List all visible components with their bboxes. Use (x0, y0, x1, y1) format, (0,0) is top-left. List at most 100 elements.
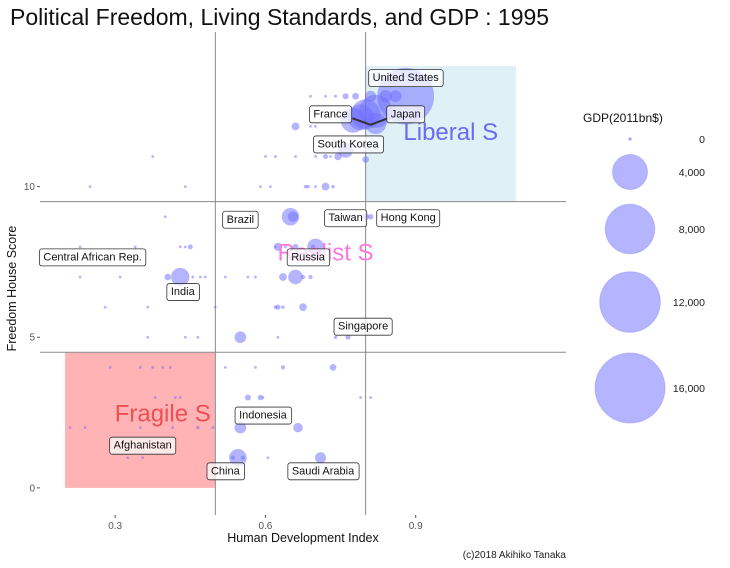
label-box (234, 406, 293, 425)
label-box (166, 283, 200, 301)
data-point (78, 275, 82, 279)
legend-label: 0 (699, 134, 705, 146)
legend-circle (594, 352, 666, 424)
country-label-france: France (309, 105, 353, 124)
data-point (133, 245, 137, 249)
data-point (294, 155, 297, 158)
label-text: France (313, 108, 347, 120)
y-tick-label: 0 (29, 483, 35, 494)
data-point (273, 305, 278, 309)
data-point (198, 275, 202, 279)
data-point (230, 455, 236, 460)
label-box (287, 462, 360, 481)
axes: 0.3 0.6 0.9 0 5 10 (24, 182, 423, 532)
data-point (389, 90, 402, 103)
data-point (300, 274, 306, 280)
data-point (362, 156, 370, 163)
data-point (164, 273, 172, 281)
label-text: India (171, 286, 196, 298)
data-point (254, 365, 257, 369)
country-label-united-states: United States (368, 69, 444, 88)
data-point (369, 396, 373, 399)
data-point (183, 185, 187, 189)
data-point (178, 396, 182, 399)
country-label-taiwan: Taiwan (324, 209, 368, 228)
x-tick-label: 0.3 (108, 521, 122, 532)
data-point (291, 122, 300, 131)
label-text: Japan (391, 108, 421, 120)
legend-label: 8,000 (679, 224, 705, 236)
data-point (334, 94, 338, 98)
data-point (275, 304, 281, 310)
legend-circle (628, 137, 632, 141)
data-point (259, 185, 262, 189)
data-point (273, 242, 283, 251)
data-point (244, 394, 251, 401)
country-label-south-korea: South Korea (313, 135, 384, 154)
data-point (306, 184, 310, 189)
data-point (309, 94, 312, 98)
data-point-hong-kong (367, 213, 374, 220)
data-point (173, 396, 177, 399)
data-point (274, 155, 277, 158)
y-axis-title: Freedom House Score (5, 226, 19, 352)
data-point (183, 335, 187, 339)
data-point (379, 90, 392, 103)
data-point-singapore (333, 335, 338, 339)
data-point (163, 215, 167, 219)
data-point (365, 90, 377, 102)
label-box (376, 209, 441, 228)
data-point (151, 365, 155, 369)
label-text: South Korea (318, 138, 380, 150)
data-point (324, 94, 327, 98)
data-point (276, 335, 280, 339)
country-label-russia: Russia (286, 248, 331, 267)
data-point (329, 155, 332, 158)
country-label-brazil: Brazil (222, 210, 259, 229)
label-box (206, 462, 246, 481)
legend-circle (612, 154, 648, 190)
data-point (138, 426, 142, 430)
label-text: Saudi Arabia (292, 465, 355, 477)
label-text: Hong Kong (381, 212, 436, 224)
country-label-central-african-rep-: Central African Rep. (38, 248, 147, 267)
label-box (368, 69, 444, 88)
label-text: United States (373, 72, 440, 84)
data-point (234, 331, 247, 344)
data-point (83, 426, 87, 430)
data-point-china (229, 449, 247, 467)
data-point (269, 185, 272, 189)
data-point (183, 245, 187, 249)
data-point (126, 456, 130, 460)
data-point (321, 182, 330, 191)
country-label-india: India (166, 283, 200, 301)
data-point (146, 305, 150, 309)
label-box (309, 105, 353, 124)
data-point (187, 244, 193, 250)
data-point (308, 274, 313, 280)
legend-title: GDP(2011bn$) (583, 111, 663, 125)
data-point (329, 363, 337, 371)
data-point (161, 365, 165, 369)
label-text: Indonesia (239, 410, 288, 422)
data-point (223, 365, 227, 369)
data-point (288, 269, 303, 285)
data-point (309, 124, 312, 128)
data-point-saudi-arabia (314, 452, 327, 464)
country-label-hong-kong: Hong Kong (376, 209, 441, 228)
data-point-central-african-rep- (78, 245, 82, 249)
data-point (261, 396, 265, 399)
data-point (223, 275, 227, 279)
y-tick-label: 5 (29, 333, 35, 344)
data-point (274, 245, 277, 249)
data-point (352, 92, 359, 100)
country-label-afghanistan: Afghanistan (109, 436, 177, 455)
data-point (191, 275, 195, 279)
label-text: Russia (291, 251, 326, 263)
data-point (323, 154, 329, 159)
label-box (313, 135, 384, 154)
data-point (331, 184, 335, 189)
x-tick-label: 0.6 (258, 521, 272, 532)
legend-label: 4,000 (679, 167, 705, 179)
country-label-saudi-arabia: Saudi Arabia (287, 462, 360, 481)
